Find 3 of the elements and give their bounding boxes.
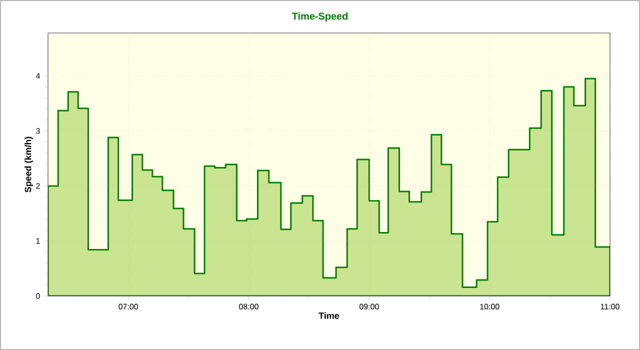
chart-title: Time-Speed xyxy=(292,12,348,22)
y-axis-title: Speed (km/h) xyxy=(24,136,33,192)
x-axis-title: Time xyxy=(318,312,340,319)
